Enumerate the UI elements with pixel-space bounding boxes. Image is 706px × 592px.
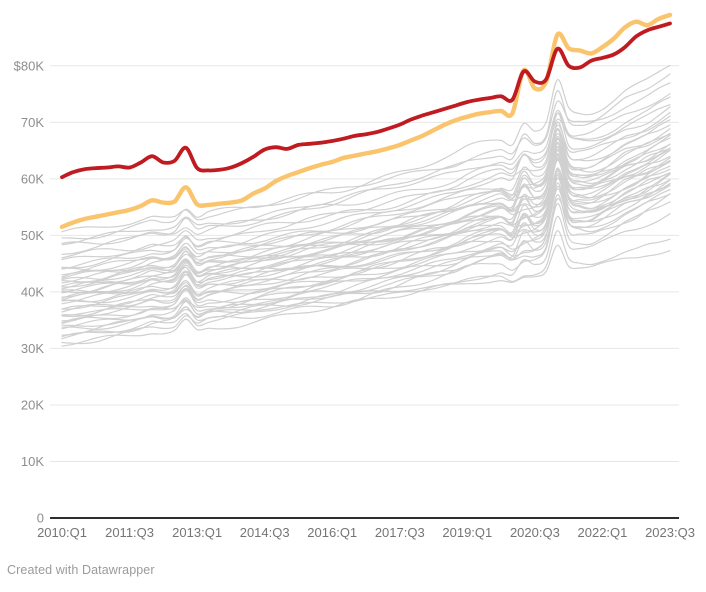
background-series-line bbox=[61, 73, 671, 255]
x-axis-tick-label: 2022:Q1 bbox=[578, 525, 628, 540]
highlighted-series-yellow-line bbox=[59, 12, 673, 230]
y-axis-tick-label: 60K bbox=[21, 171, 44, 186]
background-series-line bbox=[61, 201, 671, 345]
x-axis-tick-label: 2010:Q1 bbox=[37, 525, 87, 540]
background-series-line bbox=[61, 177, 671, 324]
background-series-line bbox=[61, 169, 671, 317]
y-axis-tick-label: 50K bbox=[21, 228, 44, 243]
background-series-line bbox=[61, 165, 671, 310]
x-axis-tick-label: 2019:Q1 bbox=[442, 525, 492, 540]
background-series-line bbox=[61, 213, 671, 347]
background-series-line bbox=[61, 137, 671, 287]
y-axis-tick-label: $80K bbox=[14, 58, 45, 73]
background-series-line bbox=[61, 128, 671, 284]
background-series-line bbox=[61, 141, 671, 294]
highlighted-series-group bbox=[59, 12, 673, 230]
y-axis-tick-label: 20K bbox=[21, 397, 44, 412]
background-series-line bbox=[61, 145, 671, 299]
y-axis-tick-label: 30K bbox=[21, 341, 44, 356]
x-axis-tick-label: 2014:Q3 bbox=[240, 525, 290, 540]
x-axis-tick-label: 2020:Q3 bbox=[510, 525, 560, 540]
background-series-group bbox=[61, 64, 671, 347]
y-axis-tick-label: 10K bbox=[21, 454, 44, 469]
background-series-line bbox=[61, 93, 671, 246]
background-series-line bbox=[61, 146, 671, 294]
background-series-line bbox=[61, 184, 671, 336]
background-series-line bbox=[61, 106, 671, 270]
background-series-line bbox=[61, 119, 671, 278]
chart-footer: Created with Datawrapper bbox=[7, 563, 155, 577]
y-axis-tick-label: 40K bbox=[21, 284, 44, 299]
background-series-line bbox=[61, 64, 671, 240]
background-series-line bbox=[61, 96, 671, 261]
background-series-line bbox=[61, 179, 671, 330]
background-series-line bbox=[61, 157, 671, 305]
x-axis-tick-label: 2011:Q3 bbox=[105, 525, 154, 540]
datawrapper-attribution[interactable]: Created with Datawrapper bbox=[7, 563, 155, 577]
x-axis-tick-label: 2016:Q1 bbox=[307, 525, 357, 540]
x-axis-tick-label: 2013:Q1 bbox=[172, 525, 222, 540]
background-series-line bbox=[61, 189, 671, 338]
x-axis-tick-label: 2023:Q3 bbox=[645, 525, 695, 540]
background-series-line bbox=[61, 82, 671, 233]
y-axis-tick-label: 0 bbox=[37, 511, 44, 526]
x-axis-tick-label: 2017:Q3 bbox=[375, 525, 425, 540]
highlighted-series-red-line bbox=[60, 21, 672, 180]
background-series-line bbox=[61, 193, 671, 340]
y-axis-tick-label: 70K bbox=[21, 115, 44, 130]
